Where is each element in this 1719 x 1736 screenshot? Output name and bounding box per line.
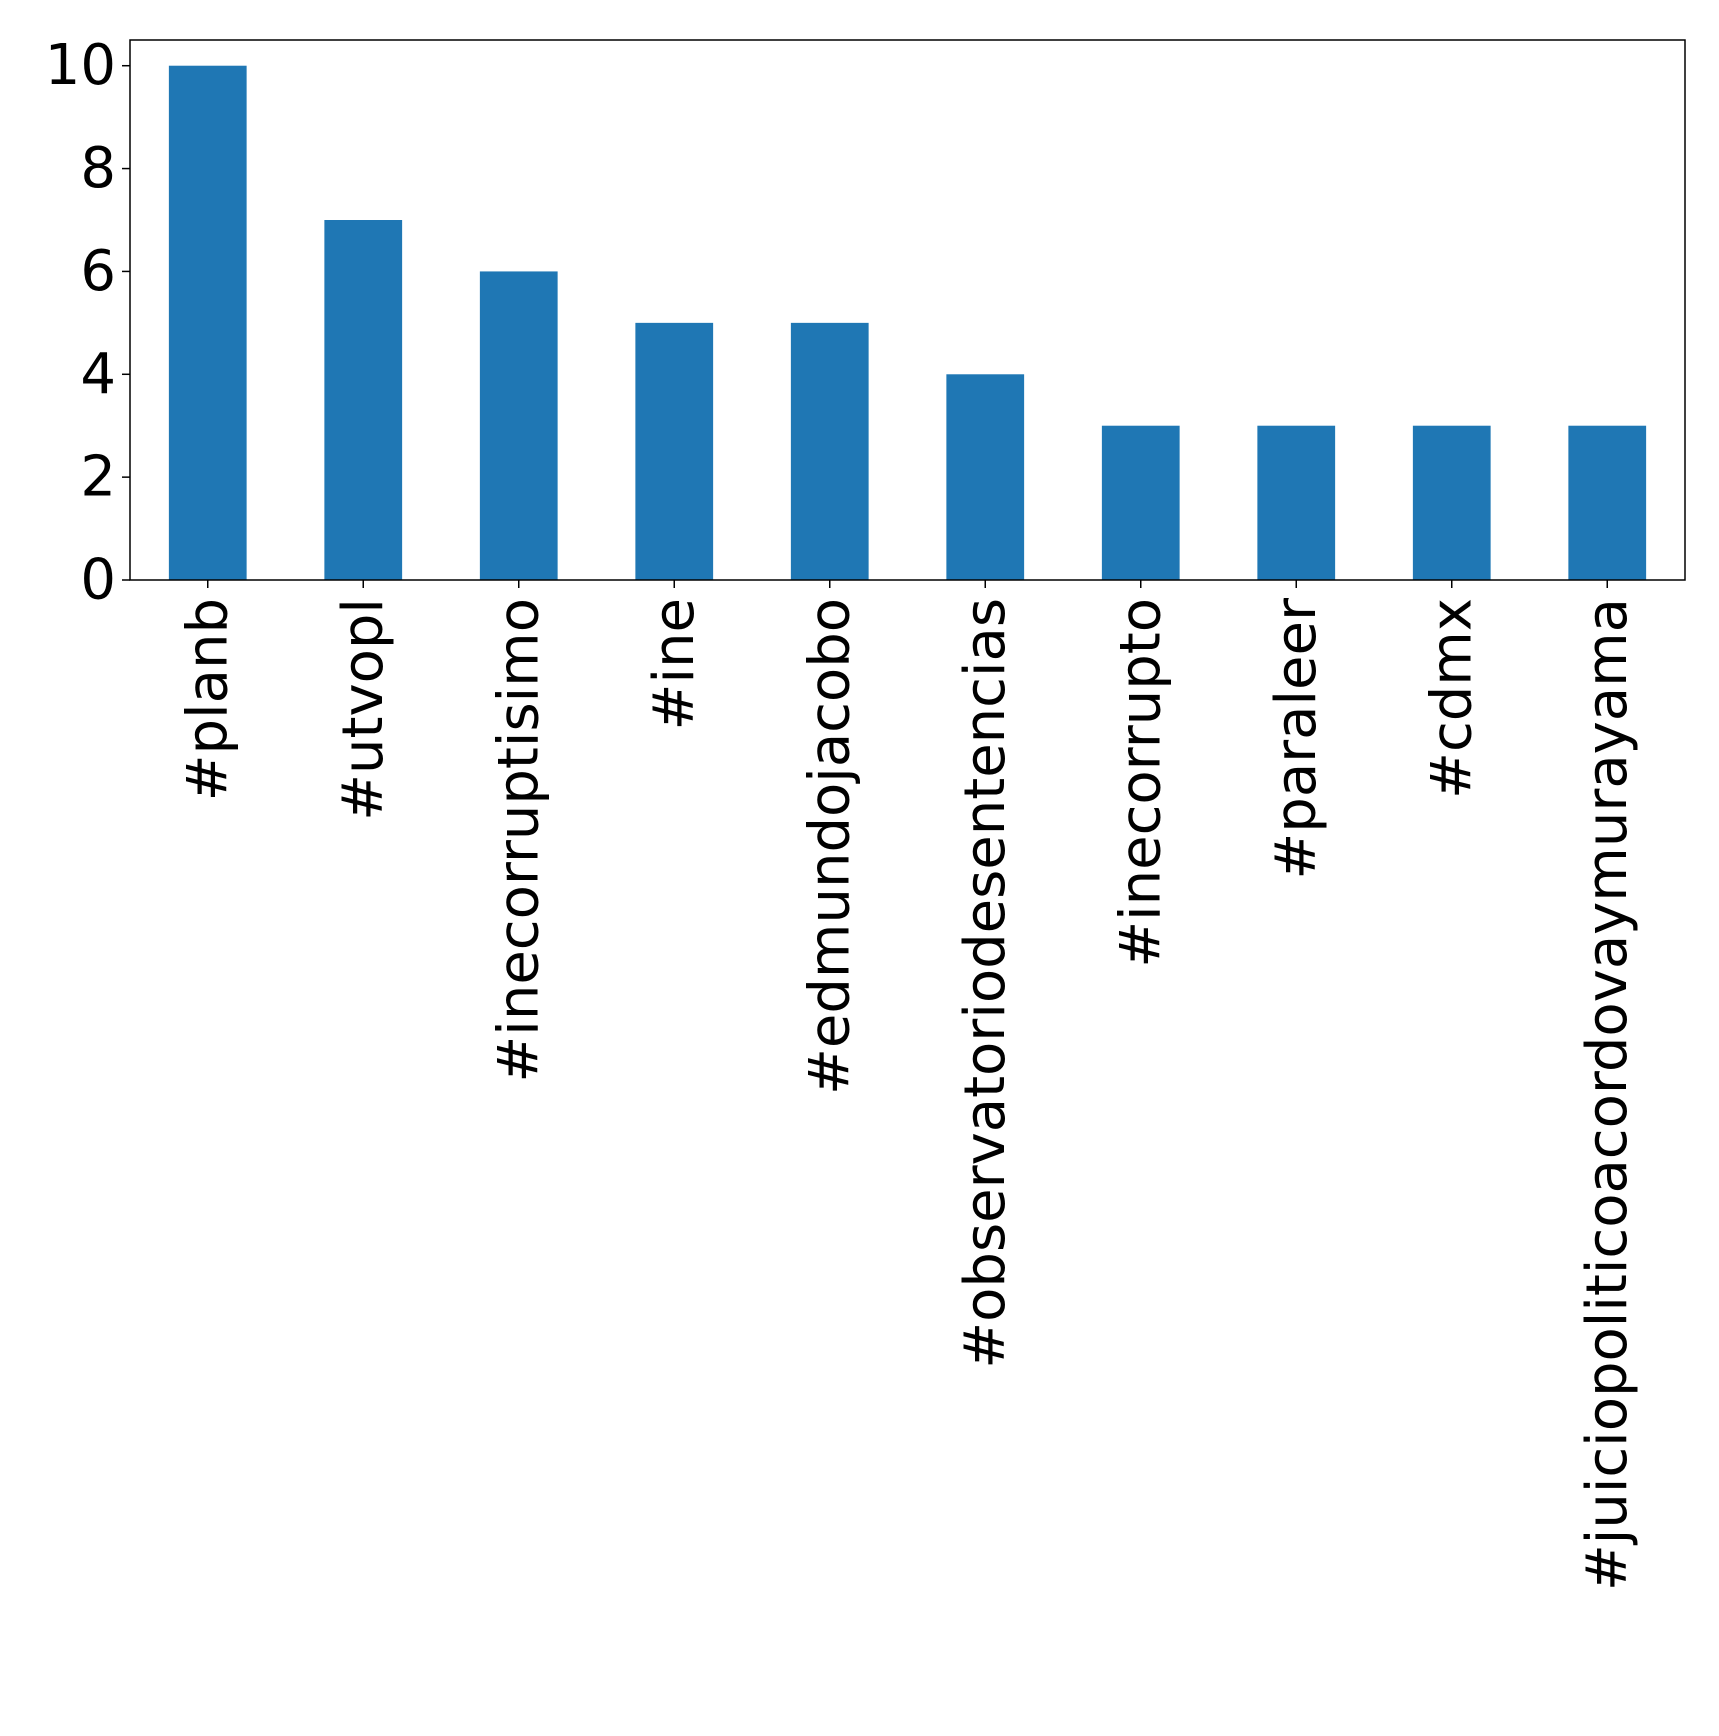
x-tick-label: #cdmx: [1419, 598, 1484, 799]
y-tick-label: 2: [80, 445, 116, 510]
x-tick-label: #observatoriodesentencias: [953, 598, 1018, 1369]
y-tick-label: 6: [80, 239, 116, 304]
y-axis: 0 2 4 6 8 10: [45, 33, 130, 613]
y-tick-label: 4: [80, 342, 116, 407]
y-tick-label: 0: [80, 548, 116, 613]
bar-juiciopoliticoacordovaymurayama: [1568, 425, 1647, 580]
x-tick-label: #planb: [175, 598, 240, 801]
bar-paraleer: [1257, 425, 1336, 580]
y-tick-label: 8: [80, 136, 116, 201]
x-axis: #planb #utvopl #inecorruptisimo #ine #edmund…: [175, 580, 1640, 1591]
x-tick-label: #juiciopoliticoacordovaymurayama: [1575, 598, 1640, 1591]
bar-inecorrupto: [1101, 425, 1180, 580]
x-tick-label: #ine: [642, 598, 707, 730]
bar-utvopl: [324, 220, 403, 580]
plot-frame: [129, 39, 1686, 581]
bar-cdmx: [1412, 425, 1491, 580]
x-tick-label: #inecorruptisimo: [486, 598, 551, 1083]
bar-planb: [168, 65, 247, 580]
y-tick-label: 10: [45, 33, 116, 98]
bar-observatoriodesentencias: [946, 374, 1025, 580]
bars-group: [168, 65, 1647, 580]
x-tick-label: #paraleer: [1264, 597, 1329, 880]
x-tick-label: #edmundojacobo: [797, 598, 862, 1095]
bar-inecorruptisimo: [479, 271, 558, 580]
x-tick-label: #utvopl: [331, 598, 396, 821]
bar-ine: [635, 322, 714, 580]
x-tick-label: #inecorrupto: [1108, 598, 1173, 968]
bar-edmundojacobo: [790, 322, 869, 580]
